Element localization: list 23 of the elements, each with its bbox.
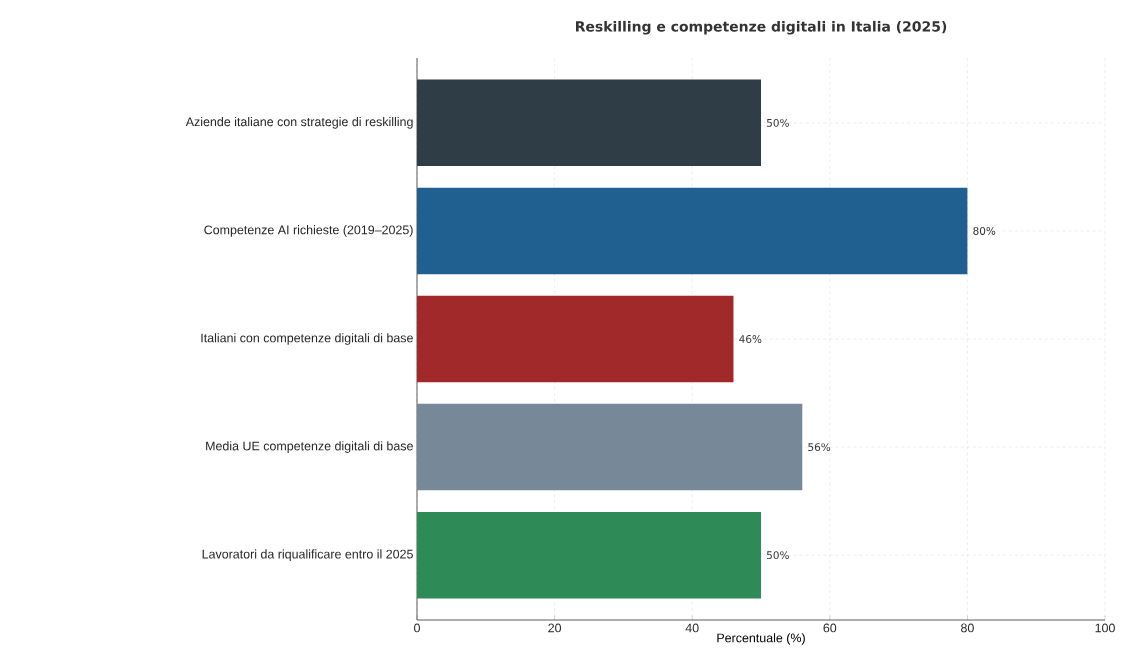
x-tick-label: 60 [823, 623, 837, 633]
bar [417, 295, 734, 383]
bar [417, 511, 762, 599]
x-tick-label: 0 [414, 623, 420, 633]
data-label: 50% [767, 118, 789, 127]
chart-title: Reskilling e competenze digitali in Italia (2025) [576, 20, 947, 35]
x-tick-label: 100 [1095, 623, 1115, 633]
bar [417, 403, 803, 491]
data-label: 46% [739, 335, 762, 343]
data-label: 50% [767, 551, 789, 560]
x-axis-title: Percentuale (%) [717, 633, 805, 645]
bar [417, 187, 968, 275]
x-tick-label: 40 [685, 623, 699, 633]
x-tick-label: 80 [961, 623, 974, 633]
x-tick-label: 20 [548, 623, 562, 633]
y-tick-label: Lavoratori da riqualificare entro il 2025 [202, 549, 413, 561]
y-tick-label: Aziende italiane con strategie di reskilling [185, 117, 413, 129]
y-tick-label: Competenze AI richieste (2019–2025) [204, 225, 413, 237]
data-label: 56% [808, 443, 831, 452]
y-tick-label: Media UE competenze digitali di base [206, 441, 413, 453]
y-tick-label: Italiani con competenze digitali di base [201, 333, 413, 345]
bar [417, 79, 762, 167]
data-label: 80% [973, 226, 996, 235]
